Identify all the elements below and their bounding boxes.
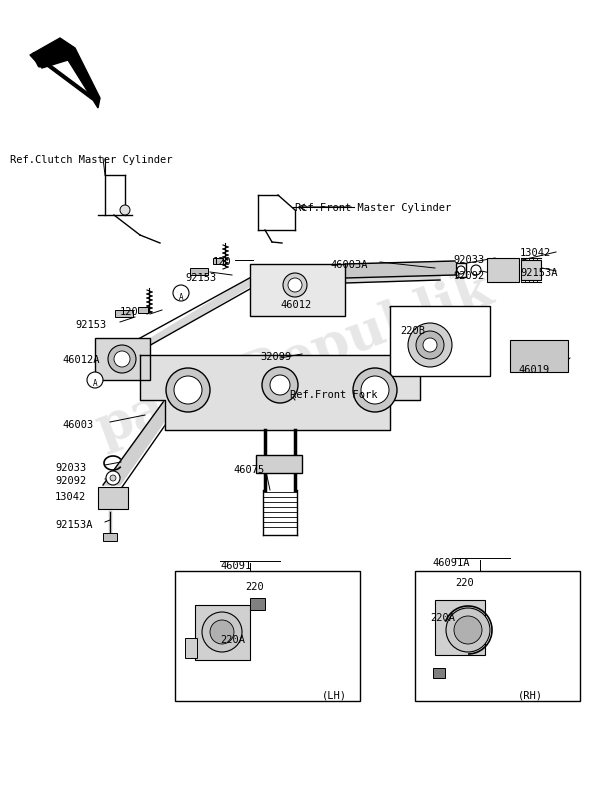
Bar: [250, 264, 345, 316]
Text: 46003: 46003: [62, 420, 93, 430]
Polygon shape: [345, 267, 440, 283]
Circle shape: [202, 612, 242, 652]
Bar: [213, 258, 223, 264]
Bar: [510, 340, 568, 372]
Circle shape: [173, 285, 189, 301]
Circle shape: [283, 273, 307, 297]
Text: 92153A: 92153A: [520, 268, 558, 278]
Circle shape: [408, 323, 452, 367]
Text: 120: 120: [213, 257, 231, 267]
Text: partsRepublik: partsRepublik: [89, 264, 500, 455]
Text: A: A: [92, 380, 97, 388]
Text: A: A: [178, 292, 183, 301]
Text: 46012A: 46012A: [62, 355, 100, 365]
Text: 46012: 46012: [280, 300, 311, 310]
Text: 13042: 13042: [520, 248, 551, 258]
Circle shape: [457, 266, 465, 274]
Circle shape: [353, 368, 397, 412]
Text: 46091: 46091: [220, 561, 252, 571]
Bar: [250, 598, 265, 610]
Text: 13042: 13042: [55, 492, 86, 502]
Circle shape: [288, 278, 302, 292]
Text: 92033: 92033: [55, 463, 86, 473]
Circle shape: [110, 475, 116, 481]
Text: 46019: 46019: [518, 365, 550, 375]
Bar: [185, 638, 197, 658]
Text: 92033: 92033: [453, 255, 484, 265]
Polygon shape: [103, 365, 200, 485]
Bar: [487, 258, 519, 282]
Bar: [435, 600, 485, 655]
Circle shape: [120, 205, 130, 215]
Text: 92092: 92092: [55, 476, 86, 486]
Text: (LH): (LH): [322, 690, 347, 700]
Bar: [95, 338, 150, 380]
Circle shape: [114, 351, 130, 367]
Circle shape: [454, 616, 482, 644]
Text: 120: 120: [120, 307, 139, 317]
Bar: [138, 307, 148, 313]
Text: 220: 220: [455, 578, 474, 588]
Bar: [103, 533, 117, 541]
Circle shape: [174, 376, 202, 404]
Text: 92153: 92153: [75, 320, 106, 330]
Circle shape: [423, 338, 437, 352]
Polygon shape: [345, 261, 455, 278]
Bar: [190, 268, 208, 275]
Text: 32099: 32099: [260, 352, 291, 362]
Text: Ref.Front Fork: Ref.Front Fork: [290, 390, 378, 400]
Bar: [433, 668, 445, 678]
Text: 46075: 46075: [233, 465, 264, 475]
Bar: [521, 260, 541, 280]
Bar: [98, 487, 128, 509]
Text: Ref.Clutch Master Cylinder: Ref.Clutch Master Cylinder: [10, 155, 173, 165]
Polygon shape: [140, 355, 420, 430]
Text: 220B: 220B: [400, 326, 425, 336]
Bar: [415, 571, 580, 701]
Text: 92153: 92153: [185, 273, 216, 283]
Circle shape: [210, 620, 234, 644]
Circle shape: [106, 471, 120, 485]
Circle shape: [87, 372, 103, 388]
Bar: [456, 263, 466, 277]
Text: 220A: 220A: [220, 635, 245, 645]
Text: (RH): (RH): [518, 690, 543, 700]
Text: 92092: 92092: [453, 271, 484, 281]
Circle shape: [270, 375, 290, 395]
Text: 220: 220: [245, 582, 264, 592]
Bar: [256, 455, 302, 473]
Bar: [195, 605, 250, 660]
Bar: [175, 571, 360, 701]
Polygon shape: [30, 38, 100, 108]
Bar: [390, 306, 490, 376]
Circle shape: [416, 331, 444, 359]
Polygon shape: [97, 275, 255, 375]
Circle shape: [108, 345, 136, 373]
Text: 220A: 220A: [430, 613, 455, 623]
Circle shape: [262, 367, 298, 403]
Bar: [115, 310, 133, 317]
Text: 92153A: 92153A: [55, 520, 92, 530]
Text: 46003A: 46003A: [330, 260, 368, 270]
Circle shape: [166, 368, 210, 412]
Circle shape: [361, 376, 389, 404]
Circle shape: [471, 265, 481, 275]
Text: Ref.Front Master Cylinder: Ref.Front Master Cylinder: [295, 203, 451, 213]
Circle shape: [446, 608, 490, 652]
Text: 46091A: 46091A: [432, 558, 469, 568]
